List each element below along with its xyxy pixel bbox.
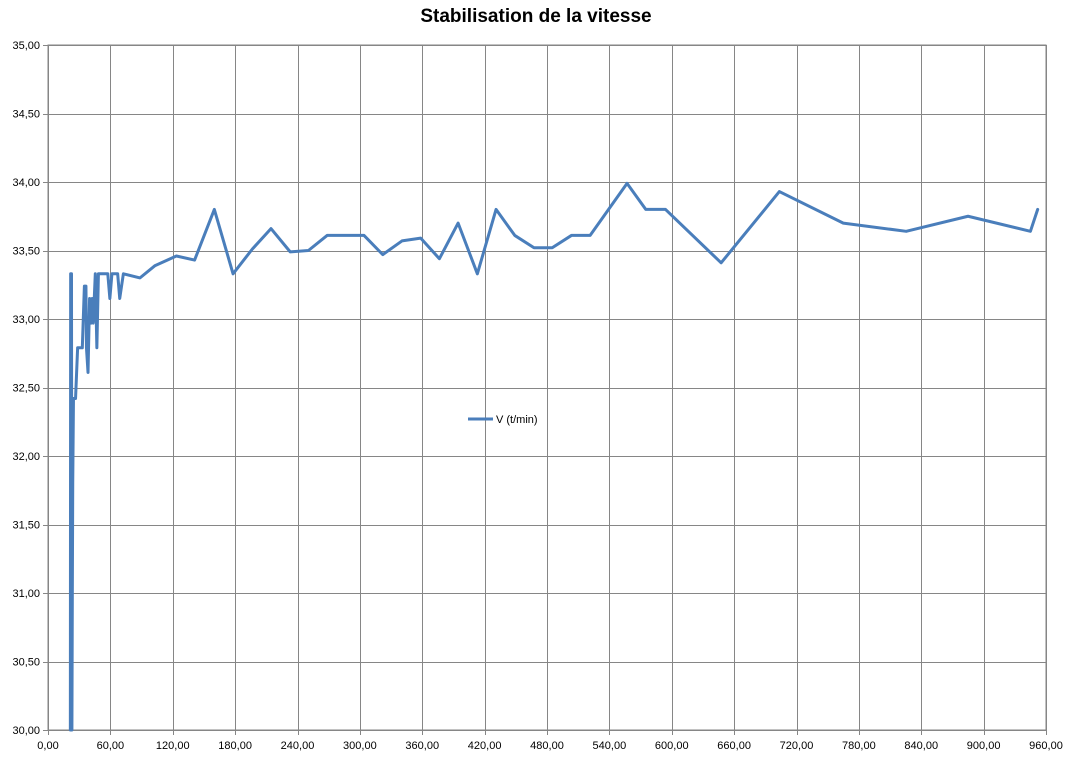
y-tick-label: 34,50	[12, 109, 40, 121]
x-tick-label: 780,00	[842, 740, 876, 752]
x-tick-label: 600,00	[655, 740, 689, 752]
x-tick-label: 420,00	[468, 740, 502, 752]
x-tick-label: 0,00	[37, 740, 58, 752]
x-tick-label: 480,00	[530, 740, 564, 752]
y-tick-label: 31,50	[12, 520, 40, 532]
y-tick-label: 30,50	[12, 657, 40, 669]
x-tick-label: 300,00	[343, 740, 377, 752]
x-tick-label: 540,00	[593, 740, 627, 752]
x-tick-label: 180,00	[218, 740, 252, 752]
y-tick-label: 31,00	[12, 588, 40, 600]
series-layer	[68, 181, 1040, 732]
x-tick-label: 840,00	[904, 740, 938, 752]
y-tick-label: 32,00	[12, 451, 40, 463]
y-tick-label: 30,00	[12, 725, 40, 737]
plot-area-border	[47, 44, 1047, 731]
x-tick-label: 120,00	[156, 740, 190, 752]
y-tick-label: 32,50	[12, 383, 40, 395]
y-tick-label: 35,00	[12, 40, 40, 52]
x-tick-label: 960,00	[1029, 740, 1063, 752]
y-tick-label: 34,00	[12, 177, 40, 189]
chart-title: Stabilisation de la vitesse	[420, 6, 651, 27]
x-tick-label: 660,00	[717, 740, 751, 752]
x-tick-label: 60,00	[97, 740, 125, 752]
series-line-v-t-min	[68, 181, 1040, 732]
y-axis-tick-labels: 30,00 30,50 31,00 31,50 32,00 32,50 33,00 33,50…	[12, 40, 40, 737]
legend-label-v-t-min: V (t/min)	[496, 414, 538, 426]
x-tick-label: 720,00	[780, 740, 814, 752]
y-tick-label: 33,00	[12, 314, 40, 326]
x-tick-label: 360,00	[405, 740, 439, 752]
x-axis-tick-labels: 0,00 60,00 120,00 180,00 240,00 300,00 360,00 4…	[37, 740, 1063, 752]
x-tick-label: 240,00	[281, 740, 315, 752]
x-tick-label: 900,00	[967, 740, 1001, 752]
grid-lines	[43, 45, 1047, 735]
y-tick-label: 33,50	[12, 246, 40, 258]
legend: V (t/min)	[468, 414, 538, 426]
